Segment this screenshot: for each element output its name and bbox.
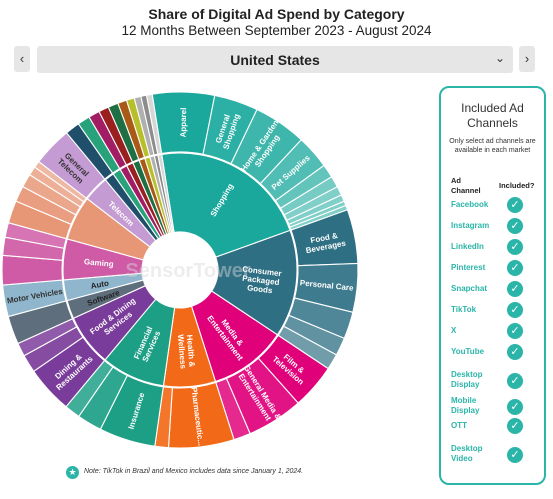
included-ad-channels-panel: Included Ad Channels Only select ad chann… bbox=[439, 86, 546, 485]
chevron-down-icon: ⌄ bbox=[494, 51, 505, 65]
check-icon: ✓ bbox=[507, 239, 523, 255]
channel-name: Instagram bbox=[451, 221, 490, 230]
inner-slice-label: Gaming bbox=[84, 257, 115, 269]
panel-note: Only select ad channels are available in… bbox=[449, 138, 536, 154]
next-market-button[interactable]: › bbox=[519, 46, 535, 72]
market-dropdown-value: United States bbox=[230, 52, 320, 68]
check-icon: ✓ bbox=[507, 260, 523, 276]
center-hole bbox=[142, 232, 218, 308]
channel-row: Desktop Display ✓ bbox=[451, 370, 539, 390]
check-icon: ✓ bbox=[507, 373, 523, 389]
panel-title: Included Ad Channels bbox=[461, 101, 524, 130]
column-header-channel: Ad Channel bbox=[451, 176, 481, 195]
channel-row: Pinterest ✓ bbox=[451, 260, 539, 283]
channel-row: Instagram ✓ bbox=[451, 218, 539, 241]
channel-name: TikTok bbox=[451, 305, 477, 314]
check-icon: ✓ bbox=[507, 418, 523, 434]
market-dropdown[interactable]: United States ⌄ bbox=[37, 46, 513, 73]
channel-row: Desktop Video ✓ bbox=[451, 444, 539, 464]
channel-row: LinkedIn ✓ bbox=[451, 239, 539, 262]
column-header-included: Included? bbox=[499, 181, 535, 190]
channel-row: OTT ✓ bbox=[451, 418, 539, 441]
channel-name: Facebook bbox=[451, 200, 489, 209]
star-icon: ★ bbox=[66, 466, 79, 479]
inner-slice-label: Auto bbox=[90, 279, 110, 291]
check-icon: ✓ bbox=[507, 302, 523, 318]
outer-slice-label: Apparel bbox=[179, 108, 189, 138]
check-icon: ✓ bbox=[507, 281, 523, 297]
check-icon: ✓ bbox=[507, 197, 523, 213]
channel-name: Pinterest bbox=[451, 263, 486, 272]
channel-row: YouTube ✓ bbox=[451, 344, 539, 367]
channel-name: Desktop Display bbox=[451, 370, 483, 389]
check-icon: ✓ bbox=[507, 218, 523, 234]
channel-row: TikTok ✓ bbox=[451, 302, 539, 325]
channel-name: Snapchat bbox=[451, 284, 488, 293]
channel-row: Snapchat ✓ bbox=[451, 281, 539, 304]
previous-market-button[interactable]: ‹ bbox=[14, 46, 30, 72]
channel-name: LinkedIn bbox=[451, 242, 484, 251]
watermark-logo: SensorTower bbox=[125, 260, 250, 282]
footnote: Note: TikTok in Brazil and Mexico includ… bbox=[84, 468, 304, 475]
channel-row: X ✓ bbox=[451, 323, 539, 346]
check-icon: ✓ bbox=[507, 399, 523, 415]
channel-name: X bbox=[451, 326, 457, 335]
channel-name: YouTube bbox=[451, 347, 485, 356]
channel-row: Facebook ✓ bbox=[451, 197, 539, 220]
channel-row: Mobile Display ✓ bbox=[451, 396, 539, 416]
chart-subtitle: 12 Months Between September 2023 - Augus… bbox=[121, 23, 432, 38]
check-icon: ✓ bbox=[507, 344, 523, 360]
channel-name: OTT bbox=[451, 421, 467, 430]
inner-slice-label: Health &Wellness bbox=[176, 333, 197, 369]
channel-name: Desktop Video bbox=[451, 444, 483, 463]
check-icon: ✓ bbox=[507, 323, 523, 339]
inner-slice-label: ConsumerPackagedGoods bbox=[240, 265, 283, 297]
outer-slice[interactable] bbox=[145, 93, 163, 155]
chart-title: Share of Digital Ad Spend by Category bbox=[148, 6, 405, 22]
channel-name: Mobile Display bbox=[451, 396, 480, 415]
check-icon: ✓ bbox=[507, 447, 523, 463]
